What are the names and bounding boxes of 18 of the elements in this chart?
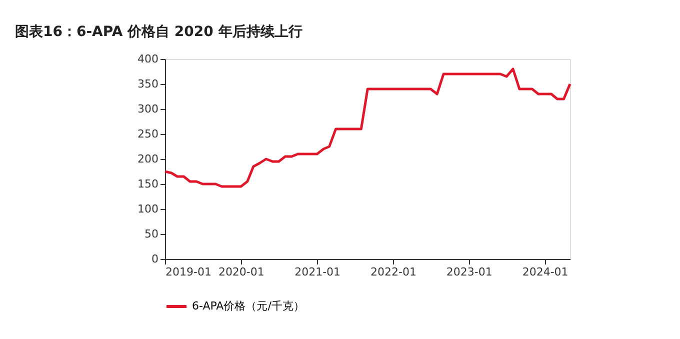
y-tick-label: 100 bbox=[138, 202, 158, 216]
line-series bbox=[164, 68, 572, 188]
x-tick-label: 2019-01 bbox=[166, 266, 212, 278]
x-tick-label: 2024-01 bbox=[522, 266, 568, 278]
y-tick-label: 400 bbox=[138, 52, 158, 66]
chart-title: 图表16：6-APA 价格自 2020 年后持续上行 bbox=[15, 23, 302, 40]
y-tick-label: 0 bbox=[152, 252, 158, 266]
x-tick-label: 2021-01 bbox=[294, 266, 341, 278]
legend-label: 6-APA价格（元/千克） bbox=[192, 300, 304, 312]
x-tick-label: 2020-01 bbox=[218, 266, 264, 278]
x-tick-label: 2023-01 bbox=[446, 266, 492, 278]
y-tick-label: 200 bbox=[138, 152, 158, 166]
y-tick-label: 150 bbox=[138, 178, 158, 190]
y-tick-label: 300 bbox=[138, 102, 158, 116]
x-tick-label: 2022-01 bbox=[370, 266, 416, 278]
y-tick-label: 350 bbox=[138, 78, 158, 90]
y-tick-label: 50 bbox=[144, 228, 158, 240]
y-tick-label: 250 bbox=[138, 128, 158, 140]
